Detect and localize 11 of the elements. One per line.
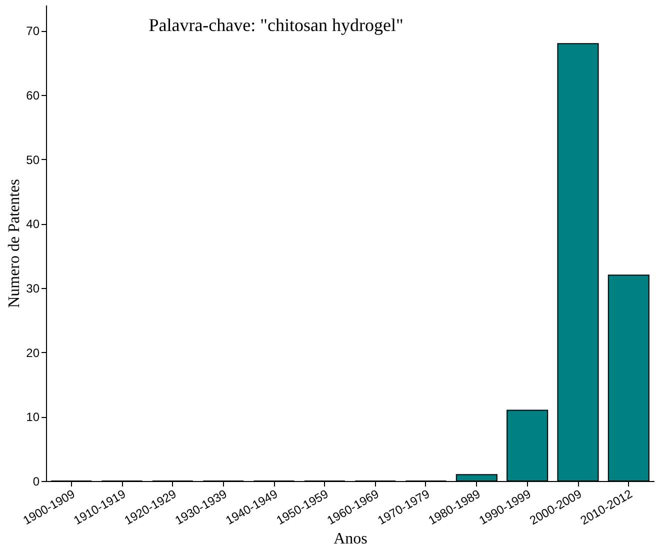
y-tick-label: 40	[26, 217, 40, 232]
y-tick-label: 20	[26, 346, 40, 360]
x-axis-title: Anos	[334, 530, 368, 548]
y-tick-label: 60	[26, 88, 40, 103]
y-tick-label: 0	[32, 474, 40, 488]
y-tick-label: 70	[26, 24, 40, 38]
y-tick-label: 50	[26, 152, 40, 167]
y-tick-label: 30	[26, 282, 40, 296]
y-axis-title: Numero de Patentes	[6, 179, 24, 308]
y-tick-label: 10	[26, 410, 40, 424]
annotation: Palavra-chave: "chitosan hydrogel"	[148, 15, 404, 35]
